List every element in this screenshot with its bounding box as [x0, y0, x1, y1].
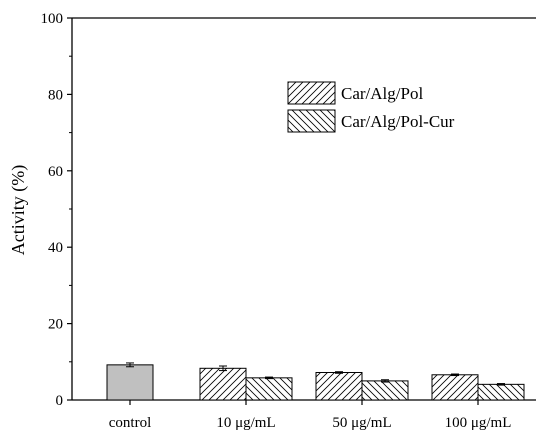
legend-swatch	[287, 109, 336, 133]
bars	[106, 362, 525, 401]
bar-car-alg-pol	[199, 367, 247, 401]
bar-car-alg-pol-cur	[477, 383, 525, 401]
y-tick-label: 80	[48, 87, 63, 103]
y-tick-label: 20	[48, 317, 63, 333]
x-tick-label: 100 μg/mL	[445, 415, 512, 431]
y-tick-label: 60	[48, 164, 63, 180]
x-tick-label: 50 μg/mL	[332, 415, 391, 431]
legend-label: Car/Alg/Pol	[341, 84, 423, 103]
legend: Car/Alg/Pol Car/Alg/Pol-Cur	[287, 81, 455, 133]
axes	[71, 17, 536, 401]
x-tick-label: control	[109, 415, 152, 431]
bar-control	[106, 364, 154, 401]
legend-label: Car/Alg/Pol-Cur	[341, 112, 455, 131]
y-tick-label: 0	[56, 393, 64, 409]
y-axis-ticks: 0 20 40 60 80 100	[41, 11, 72, 409]
bar-car-alg-pol-cur	[361, 380, 409, 401]
x-tick-label: 10 μg/mL	[216, 415, 275, 431]
bar-car-alg-pol	[315, 371, 363, 401]
y-tick-label: 100	[41, 11, 64, 27]
y-axis-label: Activity (%)	[8, 165, 29, 255]
legend-swatch	[287, 81, 336, 105]
bar-car-alg-pol-cur	[245, 377, 293, 401]
bar-car-alg-pol	[431, 374, 479, 401]
x-axis-ticks: control 10 μg/mL 50 μg/mL 100 μg/mL	[109, 400, 512, 431]
y-tick-label: 40	[48, 240, 63, 256]
